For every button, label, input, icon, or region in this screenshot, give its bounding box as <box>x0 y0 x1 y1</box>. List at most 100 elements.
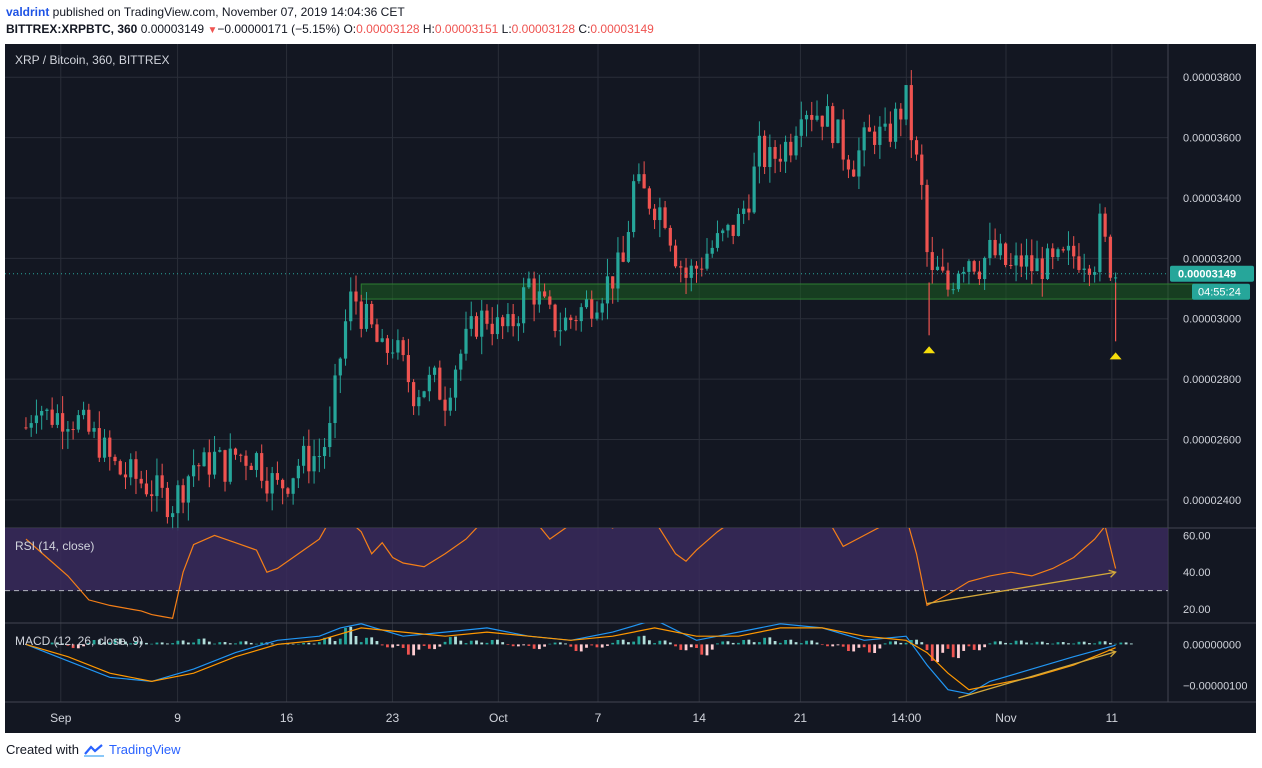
candle-body <box>642 174 646 189</box>
candle-body <box>24 427 28 429</box>
macd-histogram-bar <box>244 641 248 645</box>
candle-body <box>935 266 940 271</box>
candle-body <box>778 158 782 162</box>
price-tick-label: 0.00003000 <box>1183 314 1241 326</box>
candle-body <box>553 304 557 332</box>
macd-histogram-bar <box>396 644 400 646</box>
candle-body <box>123 474 128 478</box>
last-price-tag-label: 0.00003149 <box>1178 269 1236 281</box>
macd-histogram-bar <box>1019 640 1023 645</box>
candle-body <box>1108 236 1112 278</box>
time-tick-label: 11 <box>1106 711 1119 725</box>
axes-layer: 0.00003800 0.00003600 0.00003400 0.00003200… <box>50 72 1254 725</box>
candle-body <box>548 296 552 305</box>
chart-svg[interactable]: 0.00003800 0.00003600 0.00003400 0.00003200… <box>5 44 1256 733</box>
candle-body <box>574 320 578 322</box>
macd-histogram-bar <box>296 643 300 645</box>
macd-histogram-bar <box>658 640 662 645</box>
candle-body <box>438 367 442 400</box>
candle-body <box>40 410 44 416</box>
macd-histogram-bar <box>1056 642 1060 645</box>
candle-body <box>113 456 117 462</box>
macd-histogram-bar <box>920 642 924 645</box>
macd-histogram-bar <box>139 641 143 645</box>
macd-histogram-bar <box>1124 642 1128 645</box>
candle-body <box>459 353 463 370</box>
candle-body <box>108 437 112 457</box>
macd-histogram-bar <box>448 637 452 645</box>
macd-histogram-bar <box>988 643 992 645</box>
candle-body <box>1009 264 1013 266</box>
candle-body <box>92 428 96 432</box>
macd-histogram-bar <box>380 644 384 646</box>
candle-body <box>66 429 70 432</box>
macd-histogram-bar <box>794 642 798 645</box>
candle-body <box>432 367 437 375</box>
candle-body <box>511 314 515 327</box>
macd-histogram-bar <box>726 641 730 645</box>
candle-body <box>1103 213 1107 237</box>
macd-histogram-bar <box>962 644 966 651</box>
candle-body <box>773 147 777 159</box>
high-value: 0.00003151 <box>434 22 499 36</box>
macd-histogram-bar <box>145 642 148 645</box>
candle-body <box>249 465 253 470</box>
candle-body <box>1056 249 1060 258</box>
macd-histogram-bar <box>464 643 468 645</box>
macd-histogram-bar <box>574 644 578 651</box>
macd-histogram-bar <box>967 644 971 647</box>
candle-body <box>134 459 138 479</box>
macd-histogram-bar <box>527 644 531 646</box>
macd-histogram-bar <box>637 636 641 645</box>
candle-body <box>679 266 683 268</box>
rsi-trendline <box>926 571 1116 605</box>
macd-histogram-bar <box>202 638 206 645</box>
candle-body <box>375 324 379 342</box>
candle-body <box>485 310 489 324</box>
macd-histogram-bar <box>789 639 793 645</box>
candle-body <box>385 338 390 353</box>
macd-histogram-bar <box>721 641 725 645</box>
macd-histogram-bar <box>564 643 567 645</box>
time-tick-label: 9 <box>174 711 181 725</box>
support-zone-layer <box>360 283 1221 300</box>
candle-body <box>747 208 751 213</box>
chart-area[interactable]: 0.00003800 0.00003600 0.00003400 0.00003200… <box>5 44 1256 733</box>
macd-histogram-bar <box>611 642 615 645</box>
time-tick-label: Nov <box>995 711 1016 725</box>
candle-body <box>857 150 861 177</box>
macd-histogram-bar <box>317 642 321 645</box>
rsi-tick-label: 40.00 <box>1183 567 1211 579</box>
candle-body <box>296 465 300 479</box>
candle-body <box>406 355 410 383</box>
macd-histogram-bar <box>333 641 337 645</box>
candle-body <box>841 119 845 160</box>
change-value: −0.00000171 (−5.15%) <box>217 22 341 36</box>
candle-body <box>873 131 877 145</box>
close-value: 0.00003149 <box>590 22 654 36</box>
tradingview-brand[interactable]: TradingView <box>108 742 181 757</box>
macd-histogram-bar <box>616 639 620 645</box>
candle-body <box>904 85 908 120</box>
macd-histogram-bar <box>228 643 232 645</box>
candle-body <box>474 316 479 337</box>
macd-histogram-bar <box>731 642 735 645</box>
candle-body <box>710 247 714 254</box>
candle-body <box>370 303 374 325</box>
candle-body <box>595 312 599 319</box>
candle-body <box>621 252 625 262</box>
time-tick-label: 14 <box>693 711 707 725</box>
macd-histogram-bar <box>454 636 457 645</box>
author-name[interactable]: valdrint <box>6 5 50 19</box>
macd-histogram-bar <box>391 644 395 648</box>
macd-histogram-bar <box>627 642 630 645</box>
macd-line <box>25 623 1116 695</box>
candle-body <box>218 450 222 452</box>
candle-body <box>941 266 945 271</box>
candle-body <box>998 243 1002 256</box>
candle-body <box>883 123 887 127</box>
candle-body <box>118 461 122 475</box>
macd-histogram-bar <box>1025 642 1028 645</box>
candle-body <box>427 374 431 392</box>
rsi-trend-arrow <box>1108 569 1117 578</box>
